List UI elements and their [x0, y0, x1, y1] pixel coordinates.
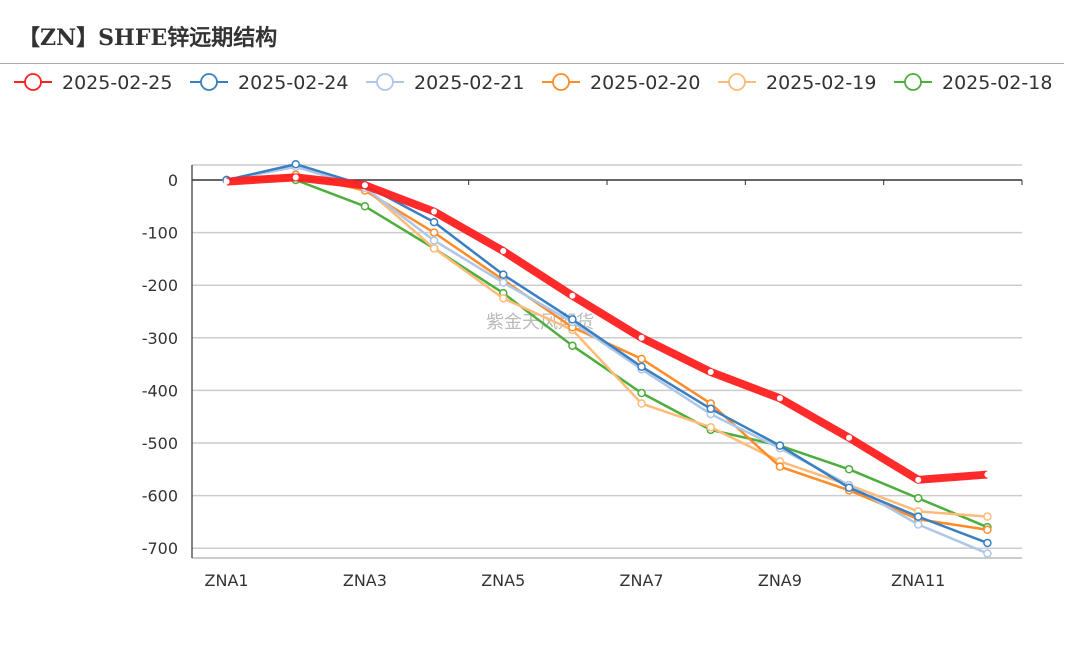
y-tick-label: -700	[142, 539, 178, 558]
data-point	[223, 178, 230, 185]
data-point	[429, 217, 439, 227]
data-point	[983, 525, 992, 535]
data-point	[775, 462, 785, 471]
series-2025-02-25	[223, 173, 991, 484]
data-point	[360, 202, 370, 211]
data-point	[637, 399, 646, 408]
data-point	[569, 292, 576, 299]
legend-item[interactable]: 2025-02-18	[894, 72, 1052, 94]
title-divider	[0, 63, 1064, 64]
legend-circle-icon	[376, 73, 394, 91]
data-point	[914, 493, 923, 503]
x-tick-label: ZNA11	[891, 571, 945, 590]
series-line	[226, 178, 988, 529]
legend-item[interactable]: 2025-02-24	[190, 72, 348, 94]
data-point	[706, 404, 715, 414]
data-point	[292, 174, 299, 181]
x-tick-label: ZNA3	[343, 571, 387, 590]
data-point	[429, 228, 439, 237]
legend-label: 2025-02-24	[238, 72, 348, 94]
data-point	[983, 538, 992, 548]
series-2025-02-24	[222, 159, 992, 548]
legend-circle-icon	[904, 73, 922, 91]
data-point	[844, 465, 854, 474]
data-point	[844, 483, 854, 492]
legend-item[interactable]: 2025-02-21	[366, 72, 524, 94]
data-point	[914, 512, 923, 521]
x-tick-label: ZNA9	[758, 571, 802, 590]
legend-circle-icon	[24, 73, 42, 91]
data-point	[568, 341, 577, 350]
data-point	[431, 208, 438, 215]
data-point	[707, 368, 714, 375]
chart-title: 【ZN】SHFE锌远期结构	[18, 25, 278, 51]
y-tick-label: -500	[142, 434, 178, 453]
data-point	[775, 441, 785, 450]
y-tick-label: 0	[168, 171, 178, 190]
y-tick-label: -300	[142, 329, 178, 348]
data-point	[637, 354, 646, 364]
series-line	[226, 173, 988, 532]
data-point	[499, 270, 508, 279]
data-point	[984, 471, 991, 478]
data-point	[500, 248, 507, 255]
data-point	[776, 395, 783, 402]
legend-circle-icon	[552, 73, 570, 91]
data-point	[429, 236, 439, 245]
data-point	[638, 334, 645, 341]
data-point	[637, 362, 646, 371]
legend-label: 2025-02-18	[942, 72, 1052, 94]
y-tick-label: -200	[142, 276, 178, 295]
y-tick-label: -400	[142, 381, 178, 400]
series-line	[226, 162, 988, 545]
legend-item[interactable]: 2025-02-19	[718, 72, 876, 94]
series-line	[226, 173, 988, 484]
x-tick-label: ZNA1	[205, 571, 249, 590]
data-point	[637, 388, 646, 398]
data-point	[291, 159, 300, 169]
data-point	[706, 422, 715, 432]
y-tick-label: -600	[142, 487, 178, 506]
legend-item[interactable]: 2025-02-20	[542, 72, 700, 94]
x-tick-label: ZNA7	[620, 571, 664, 590]
series-2025-02-18	[222, 175, 992, 532]
data-point	[914, 520, 923, 529]
legend-item[interactable]: 2025-02-25	[14, 72, 172, 94]
legend-label: 2025-02-20	[590, 72, 700, 94]
legend-label: 2025-02-19	[766, 72, 876, 94]
y-tick-label: -100	[142, 224, 178, 243]
legend-circle-icon	[200, 73, 218, 91]
data-point	[361, 182, 368, 189]
data-point	[983, 512, 992, 521]
data-point	[499, 294, 508, 303]
series-2025-02-20	[222, 170, 992, 535]
data-point	[915, 476, 922, 483]
legend-circle-icon	[728, 73, 746, 91]
data-point	[429, 244, 439, 253]
data-point	[499, 278, 508, 287]
data-point	[568, 315, 577, 324]
x-tick-label: ZNA5	[481, 571, 525, 590]
legend-label: 2025-02-21	[414, 72, 524, 94]
data-point	[846, 434, 853, 441]
data-point	[983, 549, 992, 558]
legend-label: 2025-02-25	[62, 72, 172, 94]
